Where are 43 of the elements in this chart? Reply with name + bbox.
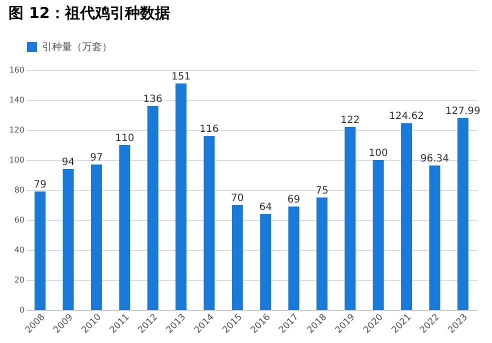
bar (62, 169, 74, 310)
y-tick-label: 40 (14, 246, 24, 254)
bar (344, 127, 356, 310)
chart-title: 图 12：祖代鸡引种数据 (8, 4, 170, 22)
bar (119, 145, 130, 310)
bar (429, 165, 440, 310)
data-label: 116 (200, 124, 219, 135)
y-tick-label: 0 (19, 306, 24, 314)
data-label: 122 (340, 115, 360, 126)
legend-label: 引种量（万套） (42, 41, 112, 53)
bar (401, 123, 412, 310)
bar (372, 160, 384, 310)
y-tick-label: 140 (9, 96, 24, 104)
y-tick-label: 80 (14, 186, 24, 194)
data-label: 136 (143, 94, 162, 105)
y-tick-label: 120 (9, 126, 24, 134)
data-label: 127.99 (445, 106, 480, 118)
data-label: 79 (34, 180, 46, 190)
data-label: 94 (62, 157, 75, 168)
data-label: 97 (90, 152, 103, 164)
y-tick-label: 20 (14, 276, 24, 284)
data-label: 70 (231, 193, 244, 204)
bar (232, 205, 243, 310)
data-label: 124.62 (389, 111, 424, 122)
bar (204, 136, 215, 310)
bar (176, 84, 187, 310)
bar (147, 106, 158, 310)
bar (288, 206, 300, 310)
y-tick-label: 100 (9, 156, 24, 164)
y-tick-label: 160 (9, 66, 24, 74)
y-tick-label: 60 (14, 216, 24, 224)
bar (90, 164, 102, 310)
bar (260, 214, 272, 310)
data-label: 151 (171, 72, 191, 82)
data-label: 96.34 (420, 153, 450, 164)
bar (316, 198, 328, 310)
data-label: 69 (287, 194, 300, 206)
data-label: 100 (368, 148, 388, 159)
data-label: 110 (115, 133, 134, 144)
data-label: 75 (316, 186, 328, 196)
data-label: 64 (259, 202, 272, 213)
bar (34, 192, 46, 310)
bar (457, 118, 468, 310)
